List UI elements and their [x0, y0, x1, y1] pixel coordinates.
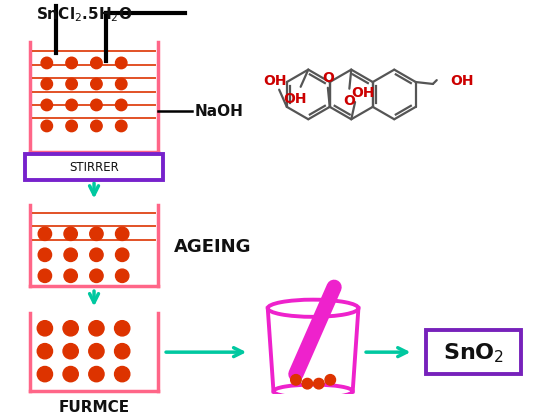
Circle shape — [89, 321, 104, 336]
Ellipse shape — [274, 385, 353, 398]
Circle shape — [91, 58, 102, 69]
Circle shape — [325, 375, 336, 385]
FancyBboxPatch shape — [25, 154, 163, 181]
Circle shape — [66, 79, 78, 90]
Text: FURMCE: FURMCE — [58, 399, 129, 413]
Circle shape — [63, 367, 78, 382]
Circle shape — [64, 249, 78, 262]
Text: O: O — [322, 71, 334, 85]
Circle shape — [90, 249, 103, 262]
Circle shape — [116, 121, 127, 132]
Circle shape — [63, 321, 78, 336]
Circle shape — [64, 269, 78, 283]
Text: SnO$_2$: SnO$_2$ — [443, 341, 504, 364]
Circle shape — [37, 344, 52, 359]
Circle shape — [89, 344, 104, 359]
Text: OH: OH — [264, 74, 287, 88]
Circle shape — [41, 121, 52, 132]
Circle shape — [116, 249, 129, 262]
Circle shape — [41, 100, 52, 112]
Circle shape — [116, 79, 127, 90]
Circle shape — [41, 79, 52, 90]
Circle shape — [38, 269, 51, 283]
Text: OH: OH — [351, 86, 375, 100]
Text: OH: OH — [450, 74, 473, 88]
Circle shape — [116, 58, 127, 69]
Circle shape — [66, 58, 78, 69]
Circle shape — [41, 58, 52, 69]
Circle shape — [66, 121, 78, 132]
Text: SnCl$_2$.5H$_2$O: SnCl$_2$.5H$_2$O — [36, 6, 133, 24]
Circle shape — [90, 269, 103, 283]
Circle shape — [91, 79, 102, 90]
Circle shape — [313, 378, 324, 389]
Circle shape — [63, 344, 78, 359]
Circle shape — [89, 367, 104, 382]
Text: OH: OH — [283, 91, 307, 105]
Circle shape — [37, 367, 52, 382]
Circle shape — [115, 367, 130, 382]
Circle shape — [66, 100, 78, 112]
Text: STIRRER: STIRRER — [69, 161, 119, 174]
Circle shape — [302, 378, 313, 389]
Text: O: O — [343, 93, 355, 107]
Circle shape — [91, 121, 102, 132]
Circle shape — [115, 321, 130, 336]
Circle shape — [90, 228, 103, 241]
Circle shape — [116, 100, 127, 112]
Text: NaOH: NaOH — [195, 104, 244, 119]
FancyBboxPatch shape — [426, 330, 521, 374]
Text: AGEING: AGEING — [174, 237, 251, 255]
Circle shape — [37, 321, 52, 336]
Circle shape — [91, 100, 102, 112]
Circle shape — [38, 249, 51, 262]
Circle shape — [116, 228, 129, 241]
Circle shape — [290, 375, 301, 385]
Circle shape — [115, 344, 130, 359]
Circle shape — [64, 228, 78, 241]
Circle shape — [38, 228, 51, 241]
Circle shape — [116, 269, 129, 283]
